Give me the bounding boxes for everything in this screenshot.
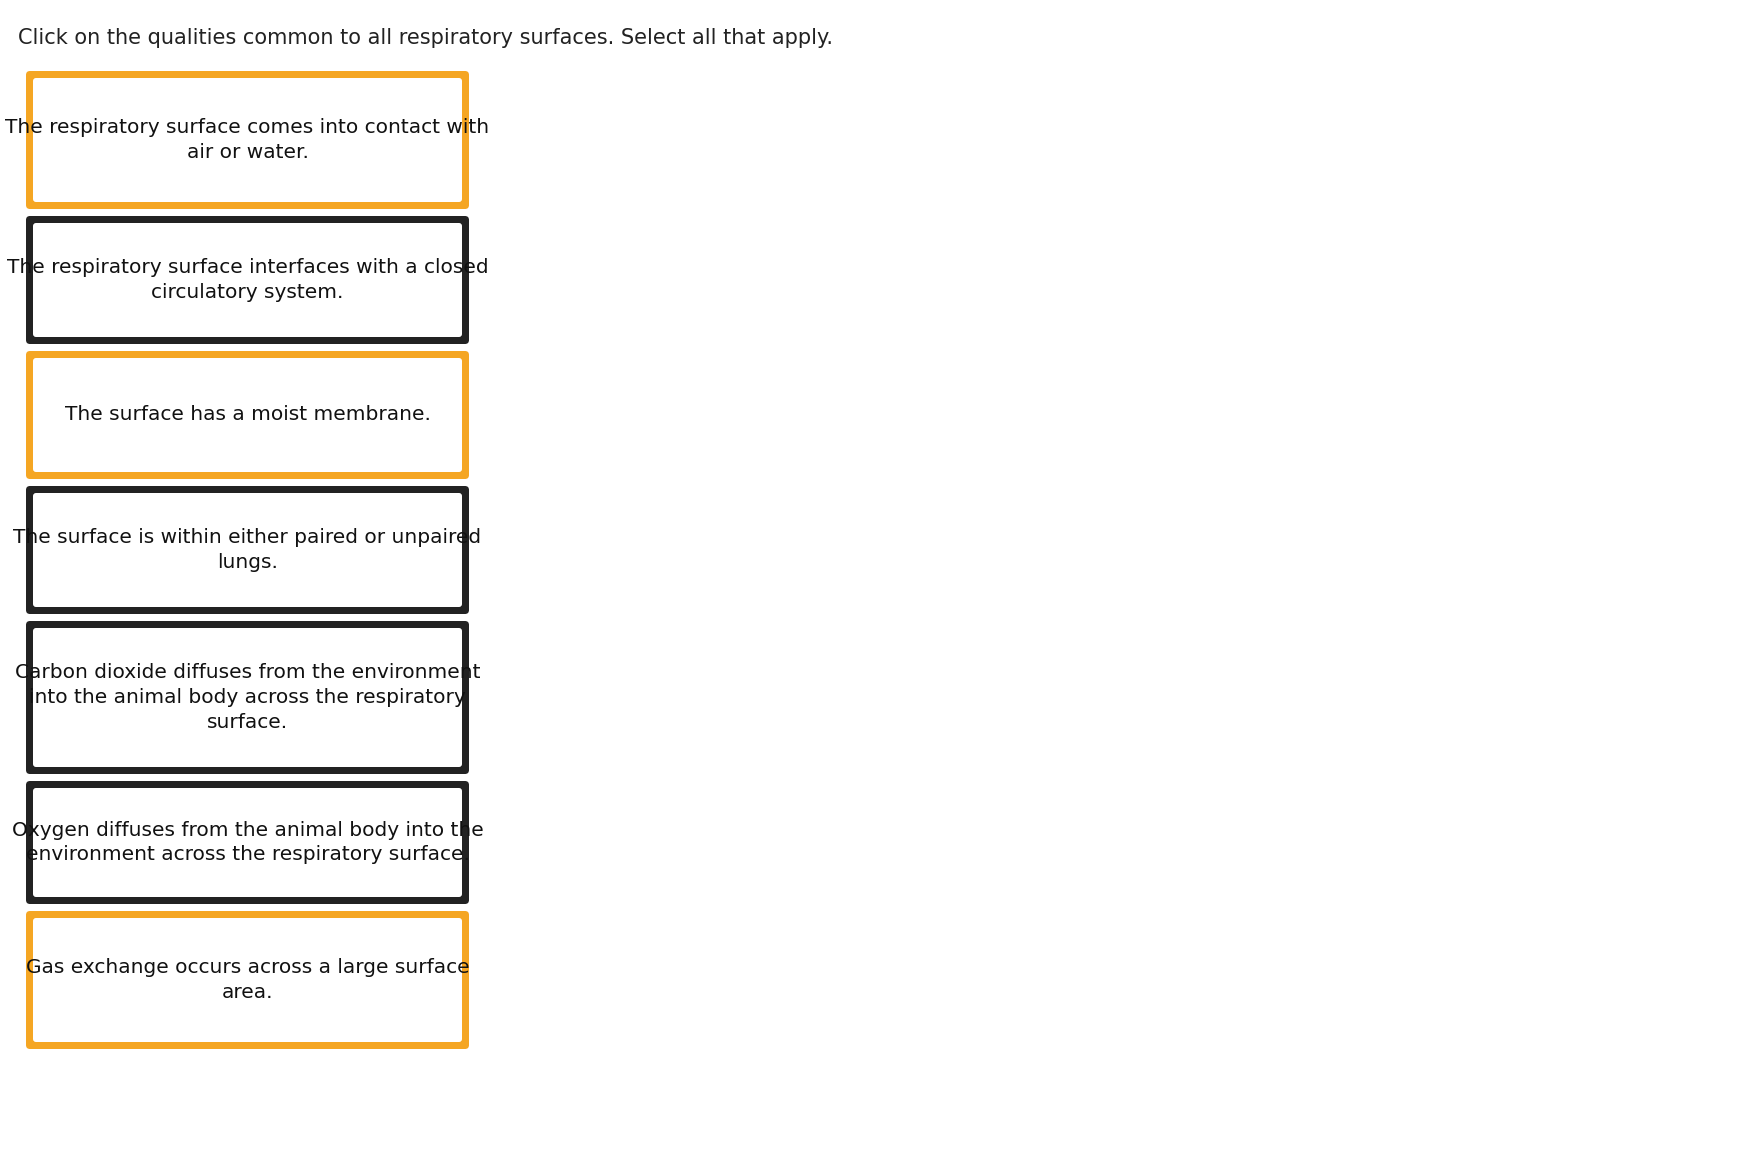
Text: Oxygen diffuses from the animal body into the
environment across the respiratory: Oxygen diffuses from the animal body int… — [12, 821, 484, 865]
Text: The respiratory surface comes into contact with
air or water.: The respiratory surface comes into conta… — [5, 118, 489, 162]
Text: The surface is within either paired or unpaired
lungs.: The surface is within either paired or u… — [14, 528, 482, 572]
FancyBboxPatch shape — [33, 788, 461, 897]
FancyBboxPatch shape — [26, 621, 468, 775]
FancyBboxPatch shape — [33, 358, 461, 472]
Text: The surface has a moist membrane.: The surface has a moist membrane. — [65, 406, 431, 424]
Text: The respiratory surface interfaces with a closed
circulatory system.: The respiratory surface interfaces with … — [7, 258, 488, 302]
FancyBboxPatch shape — [26, 781, 468, 904]
FancyBboxPatch shape — [26, 911, 468, 1048]
FancyBboxPatch shape — [33, 223, 461, 338]
FancyBboxPatch shape — [26, 71, 468, 209]
FancyBboxPatch shape — [26, 351, 468, 479]
FancyBboxPatch shape — [33, 492, 461, 607]
Text: Click on the qualities common to all respiratory surfaces. Select all that apply: Click on the qualities common to all res… — [18, 28, 832, 49]
FancyBboxPatch shape — [33, 77, 461, 202]
FancyBboxPatch shape — [26, 216, 468, 344]
FancyBboxPatch shape — [33, 628, 461, 766]
Text: Carbon dioxide diffuses from the environment
into the animal body across the res: Carbon dioxide diffuses from the environ… — [14, 664, 480, 732]
FancyBboxPatch shape — [26, 486, 468, 614]
FancyBboxPatch shape — [33, 918, 461, 1042]
Text: Gas exchange occurs across a large surface
area.: Gas exchange occurs across a large surfa… — [26, 958, 470, 1002]
